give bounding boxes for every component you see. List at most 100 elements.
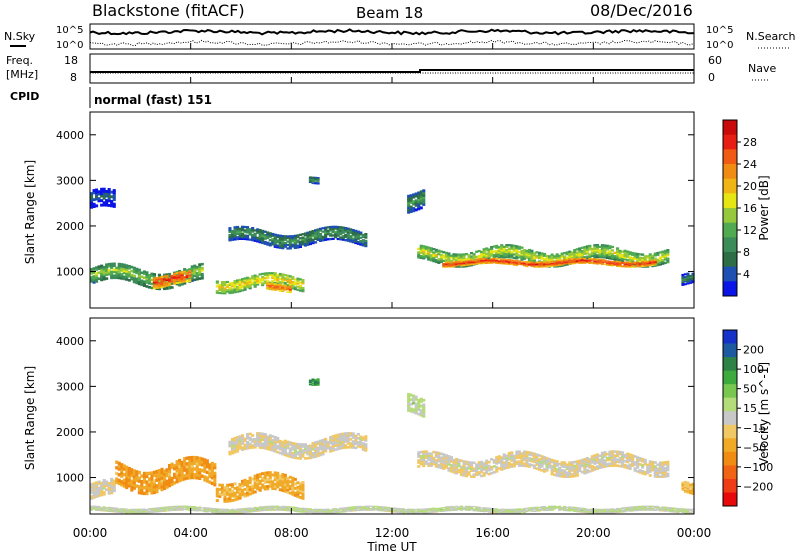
heatmap-cell — [147, 280, 151, 283]
nsky-label: N.Sky — [4, 30, 36, 43]
heatmap-cell — [346, 231, 350, 234]
heatmap-cell — [220, 508, 224, 510]
heatmap-cell — [311, 182, 315, 185]
heatmap-cell — [296, 452, 300, 456]
heatmap-cell — [339, 233, 343, 236]
heatmap-cell — [278, 238, 282, 241]
heatmap-cell — [666, 468, 670, 472]
heatmap-cell — [135, 271, 139, 275]
heatmap-cell — [130, 488, 134, 492]
heatmap-cell — [311, 378, 315, 380]
heatmap-cell — [427, 255, 431, 258]
heatmap-cell — [117, 274, 121, 278]
heatmap-cell — [598, 254, 602, 257]
heatmap-cell — [173, 272, 177, 275]
heatmap-cell — [590, 261, 594, 263]
heatmap-cell — [288, 441, 292, 444]
heatmap-cell — [132, 270, 136, 274]
heatmap-cell — [200, 474, 204, 478]
heatmap-cell — [319, 453, 323, 457]
heatmap-cell — [276, 446, 280, 450]
heatmap-cell — [336, 443, 340, 447]
heatmap-cell — [626, 452, 630, 456]
heatmap-cell — [510, 261, 514, 263]
heatmap-cell — [283, 483, 287, 486]
heatmap-cell — [261, 276, 265, 279]
heatmap-cell — [190, 464, 194, 468]
heatmap-cell — [203, 458, 207, 462]
heatmap-cell — [543, 264, 547, 267]
heatmap-cell — [550, 460, 554, 464]
heatmap-cell — [407, 194, 411, 198]
heatmap-cell — [643, 255, 647, 258]
heatmap-cell — [288, 235, 292, 238]
heatmap-cell — [558, 474, 562, 478]
heatmap-cell — [339, 445, 343, 448]
heatmap-cell — [495, 253, 499, 256]
heatmap-cell — [291, 282, 295, 285]
heatmap-cell — [618, 256, 622, 259]
heatmap-cell — [112, 485, 116, 489]
heatmap-cell — [515, 253, 519, 257]
heatmap-cell — [283, 286, 287, 289]
heatmap-cell — [656, 467, 660, 470]
heatmap-cell — [261, 506, 265, 508]
heatmap-cell — [565, 475, 569, 478]
heatmap-cell — [472, 253, 476, 256]
heatmap-cell — [515, 452, 519, 456]
heatmap-cell — [326, 511, 330, 513]
heatmap-cell — [125, 509, 129, 511]
heatmap-cell — [543, 468, 547, 471]
heatmap-cell — [530, 264, 534, 267]
heatmap-cell — [165, 508, 169, 510]
heatmap-cell — [444, 256, 448, 260]
heatmap-cell — [316, 230, 320, 233]
heatmap-cell — [470, 260, 474, 262]
heatmap-cell — [107, 488, 111, 491]
heatmap-cell — [427, 249, 431, 253]
heatmap-cell — [157, 278, 161, 280]
heatmap-cell — [308, 180, 312, 183]
heatmap-cell — [160, 482, 164, 486]
heatmap-cell — [462, 468, 466, 471]
heatmap-cell — [115, 266, 119, 270]
heatmap-cell — [238, 437, 242, 440]
heatmap-cell — [291, 446, 295, 449]
heatmap-cell — [243, 282, 247, 285]
heatmap-cell — [253, 481, 257, 485]
heatmap-cell — [115, 471, 119, 476]
heatmap-cell — [525, 263, 529, 266]
heatmap-cell — [543, 262, 547, 265]
heatmap-cell — [417, 459, 421, 462]
heatmap-cell — [454, 255, 458, 258]
heatmap-cell — [102, 267, 106, 271]
heatmap-cell — [329, 225, 333, 229]
heatmap-cell — [170, 276, 174, 279]
heatmap-cell — [263, 505, 267, 508]
heatmap-cell — [407, 206, 411, 210]
heatmap-cell — [90, 505, 94, 507]
heatmap-cell — [117, 262, 121, 266]
heatmap-cell — [293, 491, 297, 495]
heatmap-cell — [271, 449, 275, 452]
heatmap-cell — [502, 465, 506, 468]
heatmap-cell — [142, 272, 146, 275]
heatmap-cell — [643, 265, 647, 267]
heatmap-cell — [467, 471, 471, 474]
heatmap-cell — [266, 236, 270, 239]
heatmap-cell — [142, 471, 146, 476]
heatmap-cell — [188, 278, 192, 281]
heatmap-cell — [543, 258, 547, 261]
heatmap-cell — [621, 453, 625, 456]
heatmap-cell — [628, 459, 632, 462]
heatmap-cell — [218, 288, 222, 291]
heatmap-cell — [532, 464, 536, 468]
heatmap-cell — [140, 488, 144, 492]
heatmap-cell — [293, 236, 297, 239]
heatmap-cell — [502, 256, 506, 259]
heatmap-cell — [475, 261, 479, 263]
heatmap-cell — [648, 470, 652, 473]
heatmap-cell — [238, 492, 242, 496]
heatmap-cell — [470, 262, 474, 264]
heatmap-cell — [570, 261, 574, 264]
